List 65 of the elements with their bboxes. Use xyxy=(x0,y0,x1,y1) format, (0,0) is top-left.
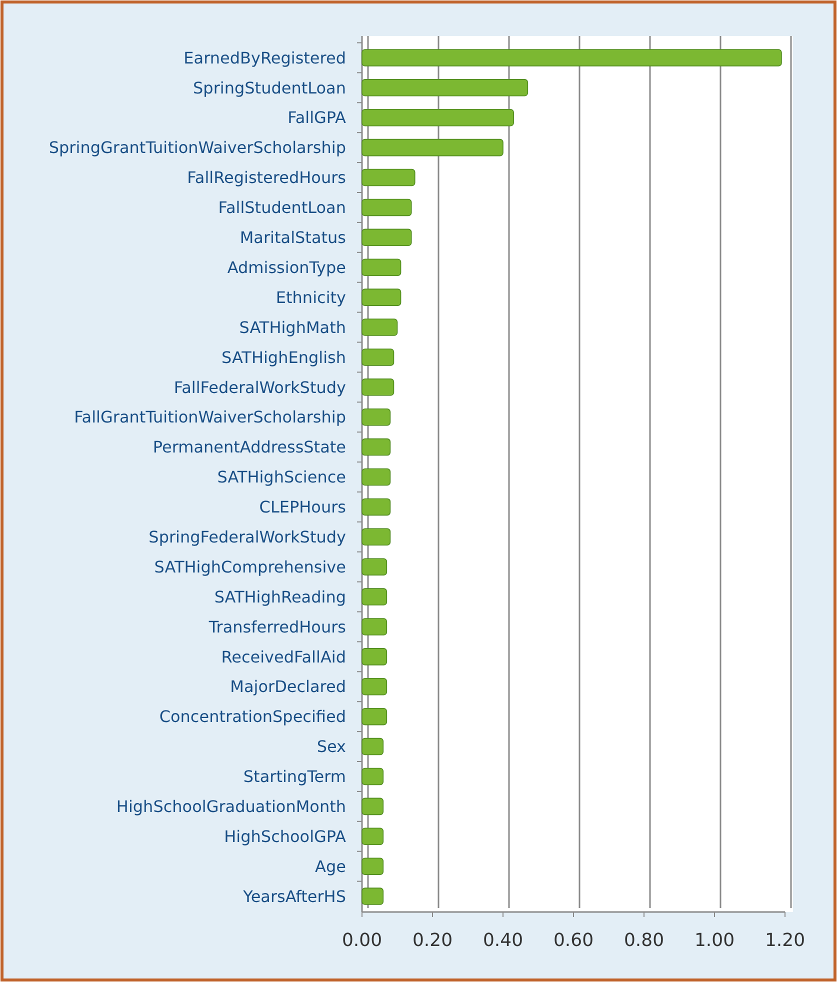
y-tick-label: StartingTerm xyxy=(243,767,346,786)
y-tick-label: MaritalStatus xyxy=(240,228,346,248)
y-tick-label: SpringGrantTuitionWaiverScholarship xyxy=(48,138,346,158)
y-tick-label: AdmissionType xyxy=(227,258,346,277)
y-tick-label: ConcentrationSpecified xyxy=(159,707,346,726)
bar xyxy=(362,828,384,846)
bar xyxy=(362,168,416,186)
bar xyxy=(362,318,398,336)
bar xyxy=(362,258,402,276)
bar xyxy=(362,708,388,726)
bar xyxy=(362,198,412,216)
bar xyxy=(362,498,391,516)
bar xyxy=(362,468,391,486)
y-tick-label: SpringStudentLoan xyxy=(193,78,346,98)
bar xyxy=(362,49,782,66)
bar xyxy=(362,138,504,156)
x-tick-label: 0.00 xyxy=(342,930,382,951)
y-tick-label: HighSchoolGPA xyxy=(224,826,346,846)
bar xyxy=(362,858,384,875)
bar xyxy=(362,288,402,306)
y-tick-label: FallGPA xyxy=(288,108,346,128)
y-tick-label: Ethnicity xyxy=(276,288,346,307)
bar xyxy=(362,618,388,636)
y-tick-label: FallFederalWorkStudy xyxy=(174,378,346,397)
bar xyxy=(362,378,394,396)
bar xyxy=(362,228,412,246)
bar xyxy=(362,738,384,756)
y-tick-label: Sex xyxy=(316,737,346,756)
y-tick-label: FallGrantTuitionWaiverScholarship xyxy=(74,408,346,427)
bar xyxy=(362,768,384,786)
y-tick-label: SATHighMath xyxy=(239,318,346,337)
y-tick-label: FallRegisteredHours xyxy=(187,168,346,188)
y-tick-label: SATHighComprehensive xyxy=(154,557,346,576)
bar xyxy=(362,438,391,456)
bar xyxy=(362,558,388,576)
y-tick-label: Age xyxy=(315,856,346,876)
bar xyxy=(362,79,528,96)
x-tick-label: 0.20 xyxy=(412,930,453,951)
y-tick-label: ReceivedFallAid xyxy=(221,647,346,666)
x-tick-label: 0.60 xyxy=(553,930,594,951)
bar xyxy=(362,108,514,126)
y-tick-label: SATHighScience xyxy=(217,468,346,487)
bar xyxy=(362,888,384,905)
bar xyxy=(362,678,388,696)
y-tick-label: MajorDeclared xyxy=(230,677,346,696)
y-tick-label: SATHighReading xyxy=(214,587,346,606)
bar xyxy=(362,528,391,546)
x-tick-label: 1.20 xyxy=(764,930,806,951)
y-tick-label: TransferredHours xyxy=(208,617,346,636)
bar xyxy=(362,408,391,426)
y-tick-label: FallStudentLoan xyxy=(218,198,346,218)
bar xyxy=(362,648,388,666)
y-tick-label: HighSchoolGraduationMonth xyxy=(116,797,346,816)
x-tick-label: 0.40 xyxy=(482,930,524,951)
y-tick-label: SpringFederalWorkStudy xyxy=(148,527,346,546)
bar xyxy=(362,348,394,366)
bar xyxy=(362,588,388,606)
x-tick-label: 1.00 xyxy=(694,930,735,951)
y-tick-label: CLEPHours xyxy=(259,498,346,517)
y-tick-label: YearsAfterHS xyxy=(242,886,346,906)
y-tick-label: EarnedByRegistered xyxy=(184,48,346,68)
y-tick-label: PermanentAddressState xyxy=(152,438,346,457)
x-tick-label: 0.80 xyxy=(624,930,664,951)
y-tick-label: SATHighEnglish xyxy=(222,348,346,367)
bar xyxy=(362,798,384,816)
